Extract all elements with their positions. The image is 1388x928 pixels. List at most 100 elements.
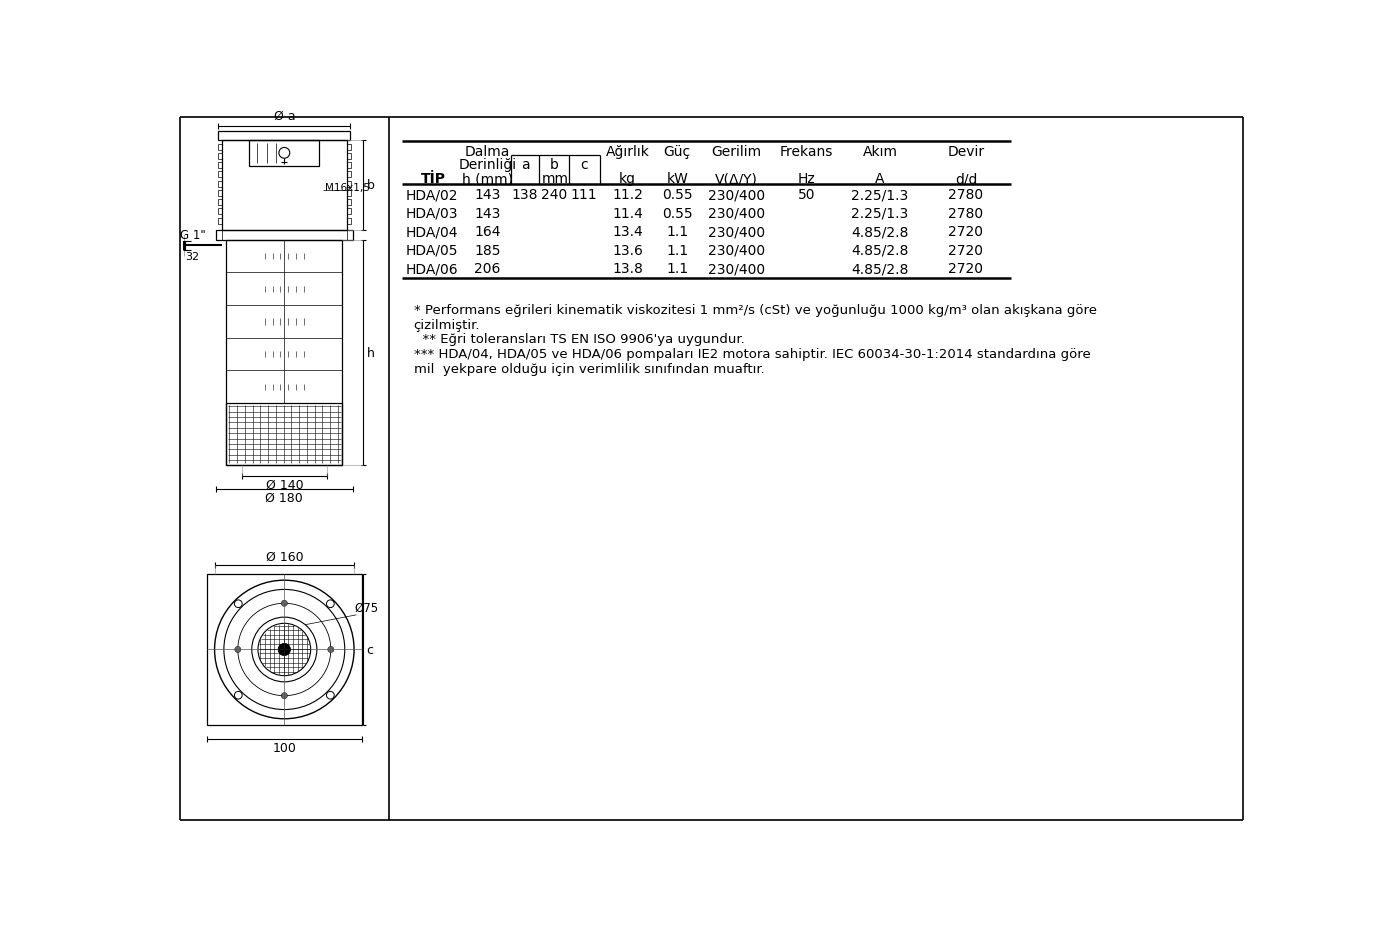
Text: c: c [366,643,373,656]
Bar [250,140,319,167]
Text: Ø a: Ø a [273,110,296,122]
Text: 185: 185 [475,244,501,258]
Circle shape [282,600,287,607]
Text: 13.8: 13.8 [612,262,643,277]
Text: 1.1: 1.1 [666,262,688,277]
Bar [347,163,351,169]
Text: 11.4: 11.4 [612,207,643,221]
Text: Gerilim: Gerilim [712,145,762,159]
Text: 240: 240 [541,188,568,202]
Text: 1.1: 1.1 [666,244,688,258]
Text: kW: kW [666,172,688,187]
Bar [347,145,351,150]
Bar [347,218,351,225]
Circle shape [328,647,335,653]
Text: Güç: Güç [663,145,691,159]
Bar [347,154,351,160]
Text: 4.85/2.8: 4.85/2.8 [851,244,909,258]
Text: Ø 180: Ø 180 [265,491,303,504]
Bar [347,209,351,215]
Text: 4.85/2.8: 4.85/2.8 [851,226,909,239]
Text: b: b [366,179,375,192]
Bar [347,172,351,178]
Text: 230/400: 230/400 [708,262,765,277]
Text: Derinliği: Derinliği [458,159,516,173]
Bar [218,181,222,187]
Bar [347,181,351,187]
Text: 2720: 2720 [948,262,984,277]
Text: 230/400: 230/400 [708,188,765,202]
Text: G 1": G 1" [179,229,205,242]
Text: 0.55: 0.55 [662,188,693,202]
Text: 2780: 2780 [948,207,984,221]
Text: Ø 160: Ø 160 [265,550,303,563]
Text: h (mm): h (mm) [462,172,514,187]
Text: çizilmiştir.: çizilmiştir. [414,318,480,331]
Text: HDA/04: HDA/04 [405,226,458,239]
Text: 32: 32 [185,252,200,262]
Text: Frekans: Frekans [780,145,833,159]
Text: * Performans eğrileri kinematik viskozitesi 1 mm²/s (cSt) ve yoğunluğu 1000 kg/m: * Performans eğrileri kinematik viskozit… [414,303,1097,316]
Circle shape [282,693,287,699]
Bar [218,218,222,225]
Text: kg: kg [619,172,636,187]
Text: 143: 143 [475,188,501,202]
Text: 11.2: 11.2 [612,188,643,202]
Bar [218,154,222,160]
Text: 0.55: 0.55 [662,207,693,221]
Bar [218,172,222,178]
Text: Hz: Hz [798,172,815,187]
Text: 230/400: 230/400 [708,244,765,258]
Text: mil  yekpare olduğu için verimlilik sınıfından muaftır.: mil yekpare olduğu için verimlilik sınıf… [414,362,765,375]
Text: h: h [366,346,375,359]
Bar [226,240,343,465]
Text: TİP: TİP [421,172,446,187]
Bar [207,574,362,725]
Text: 230/400: 230/400 [708,207,765,221]
Bar [218,163,222,169]
Text: 13.6: 13.6 [612,244,643,258]
Circle shape [278,644,290,656]
Bar [218,190,222,197]
Text: 230/400: 230/400 [708,226,765,239]
Text: 100: 100 [272,741,296,754]
Text: d/d: d/d [955,172,977,187]
Text: Ø 140: Ø 140 [265,478,303,491]
Text: 2720: 2720 [948,226,984,239]
Text: mm: mm [541,172,569,187]
Text: HDA/05: HDA/05 [405,244,458,258]
Text: Ağırlık: Ağırlık [605,145,650,159]
Text: 50: 50 [798,188,815,202]
Text: HDA/06: HDA/06 [405,262,458,277]
Text: 13.4: 13.4 [612,226,643,239]
Bar [217,230,353,240]
Text: HDA/02: HDA/02 [405,188,458,202]
Text: 143: 143 [475,207,501,221]
Text: 1.1: 1.1 [666,226,688,239]
Text: 111: 111 [570,188,598,202]
Bar [218,209,222,215]
Bar [347,200,351,206]
Text: 138: 138 [512,188,539,202]
Text: 2.25/1.3: 2.25/1.3 [851,207,909,221]
Text: ** Eğri toleransları TS EN ISO 9906'ya uygundur.: ** Eğri toleransları TS EN ISO 9906'ya u… [414,333,744,346]
Text: Dalma: Dalma [465,145,509,159]
Bar [347,190,351,197]
Bar [218,132,350,140]
Bar [222,140,347,230]
Bar [218,200,222,206]
Text: Devir: Devir [948,145,984,159]
Text: A: A [876,172,884,187]
Text: Akım: Akım [862,145,898,159]
Text: 206: 206 [475,262,501,277]
Text: 2.25/1.3: 2.25/1.3 [851,188,909,202]
Circle shape [235,647,242,653]
Text: Ø75: Ø75 [355,600,379,613]
Text: 2720: 2720 [948,244,984,258]
Text: M16x1,5: M16x1,5 [325,184,369,193]
Bar [226,404,343,465]
Text: c: c [580,159,589,173]
Text: a: a [520,159,529,173]
Text: *** HDA/04, HDA/05 ve HDA/06 pompaları IE2 motora sahiptir. IEC 60034-30-1:2014 : *** HDA/04, HDA/05 ve HDA/06 pompaları I… [414,347,1091,360]
Text: 164: 164 [475,226,501,239]
